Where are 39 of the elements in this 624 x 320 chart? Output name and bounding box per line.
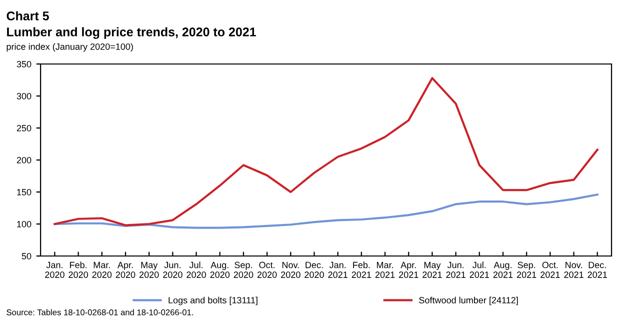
y-tick-label: 350 (16, 60, 32, 68)
x-tick-label: Dec. 2020 (304, 262, 324, 278)
x-tick-label: Nov. 2020 (281, 262, 300, 278)
source-note: Source: Tables 18-10-0268-01 and 18-10-0266-01. (6, 309, 193, 316)
y-tick-label: 200 (16, 156, 32, 164)
x-tick-label: Aug. 2020 (210, 262, 230, 278)
x-tick-label: Dec. 2021 (588, 262, 607, 278)
x-tick-label: Apr. 2021 (399, 262, 418, 278)
x-tick-label: Jul. 2020 (186, 262, 206, 278)
y-tick-label: 300 (16, 92, 32, 100)
x-tick-label: Jul. 2021 (470, 262, 489, 278)
x-tick-label: Mar. 2020 (92, 262, 112, 278)
line-series (54, 77, 598, 226)
x-tick-label: Jun. 2020 (163, 262, 182, 278)
y-tick-label: 250 (16, 124, 32, 132)
x-tick-label: Jan. 2020 (45, 262, 64, 278)
x-tick-label: Aug. 2021 (493, 262, 513, 278)
y-tick-label: 100 (17, 220, 32, 228)
x-tick-label: Apr. 2020 (116, 262, 136, 278)
chart-subtitle: Lumber and log price trends, 2020 to 2021 (7, 27, 256, 39)
x-tick-label: Sep. 2021 (516, 262, 536, 278)
x-tick-label: Jun. 2021 (446, 262, 466, 278)
y-tick-label: 50 (22, 252, 32, 260)
x-tick-label: Jan. 2021 (328, 262, 348, 278)
y-tick-label: 150 (17, 188, 32, 196)
x-tick-label: Nov. 2021 (564, 262, 584, 278)
x-tick-label: May 2021 (422, 262, 442, 278)
x-tick-label: Oct. 2020 (257, 262, 277, 278)
legend-label: Softwood lumber [24112] (419, 296, 518, 306)
legend-label: Logs and bolts [13111] (168, 296, 258, 306)
x-tick-label: Mar. 2021 (375, 262, 395, 278)
y-axis-title: price index (January 2020=100) (6, 43, 133, 52)
x-tick-label: Feb. 2020 (68, 262, 88, 278)
x-tick-label: May 2020 (140, 262, 159, 278)
x-tick-label: Feb. 2021 (352, 262, 372, 278)
chart-title: Chart 5 (6, 11, 49, 20)
line-series (54, 194, 598, 229)
x-tick-label: Oct. 2021 (540, 262, 560, 278)
x-tick-label: Sep. 2020 (234, 262, 254, 278)
